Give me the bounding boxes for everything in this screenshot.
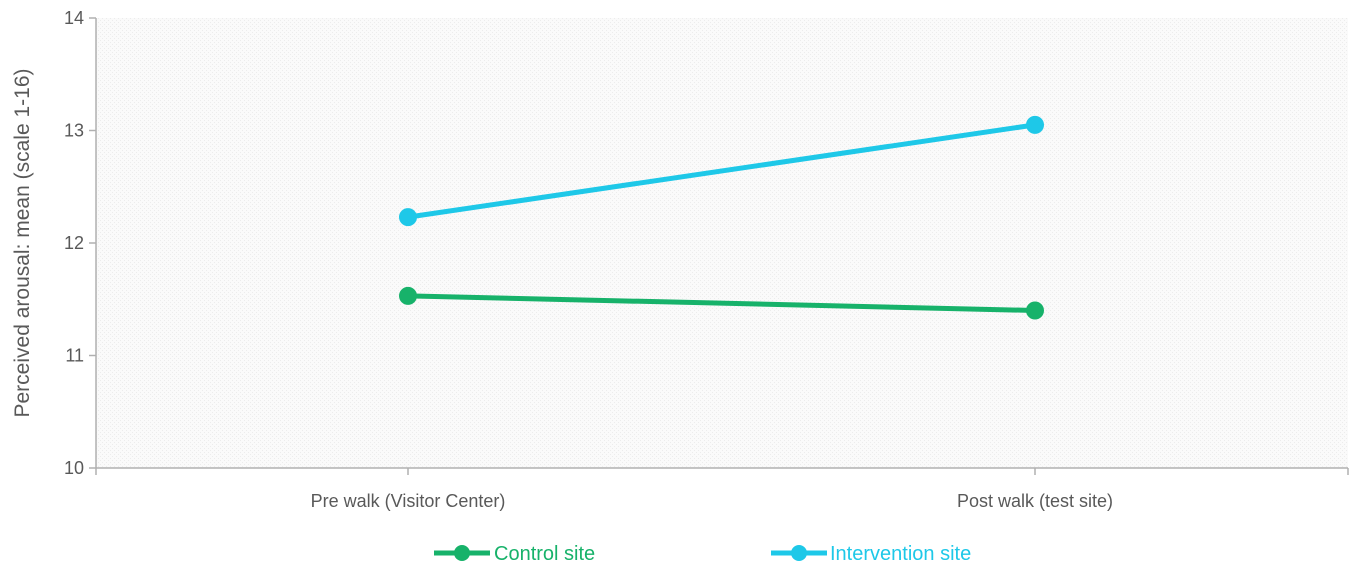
series-line-1 (405, 122, 1038, 220)
series-1-point-1 (1026, 115, 1044, 134)
legend-marker-0 (454, 545, 470, 561)
x-tick-label-0: Pre walk (Visitor Center) (311, 491, 506, 511)
y-tick-label-0: 10 (64, 458, 84, 478)
y-tick-label-2: 12 (64, 233, 84, 253)
series-0-point-0 (399, 286, 417, 305)
legend-marker-1 (791, 545, 807, 561)
plot-area (96, 18, 1348, 468)
legend-label-0: Control site (494, 543, 595, 565)
legend-label-1: Intervention site (830, 543, 971, 565)
series-1-point-0 (399, 208, 417, 227)
y-tick-label-1: 11 (65, 346, 84, 366)
series-0-point-1 (1026, 301, 1044, 320)
x-tick-label-1: Post walk (test site) (957, 491, 1113, 511)
series-line-0 (405, 293, 1038, 313)
y-tick-label-4: 14 (64, 8, 84, 28)
y-axis-title: Perceived arousal: mean (scale 1-16) (11, 68, 34, 417)
y-tick-label-3: 13 (64, 121, 84, 141)
